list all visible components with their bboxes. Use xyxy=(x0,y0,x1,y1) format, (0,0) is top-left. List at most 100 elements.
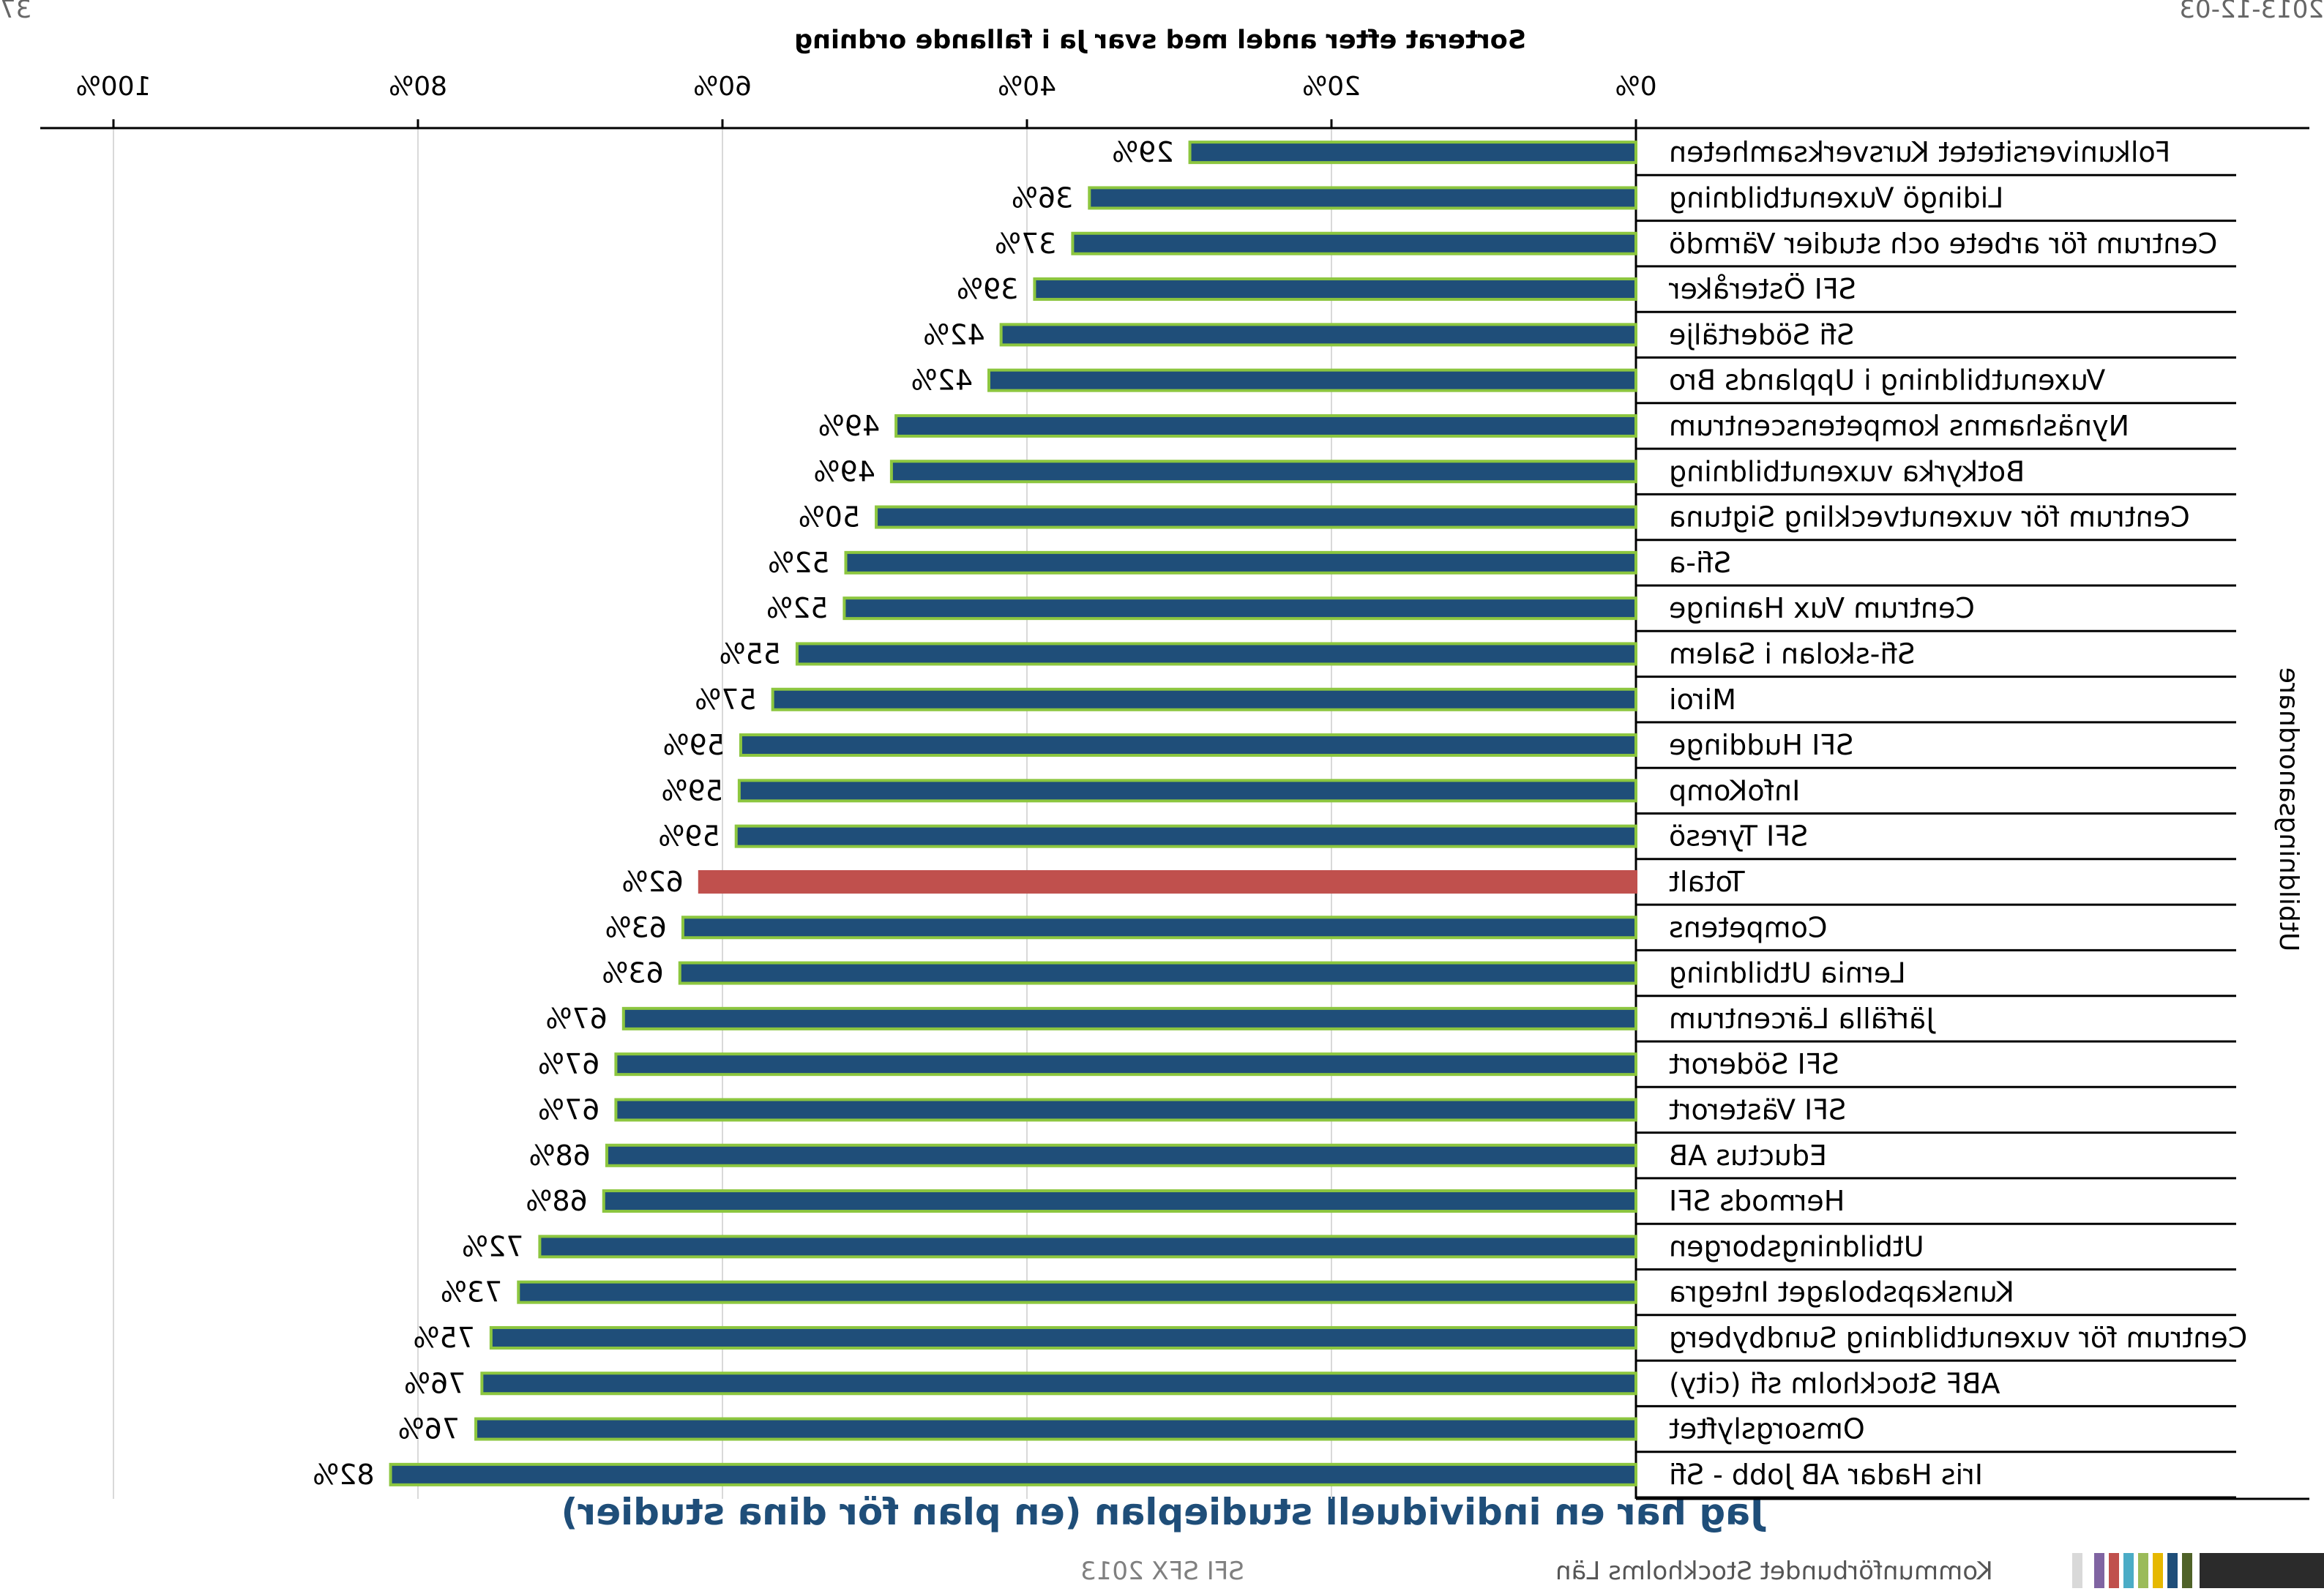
bar xyxy=(678,961,1637,985)
data-label: 50% xyxy=(799,501,860,534)
category-label: Iris Hadar AB Jobb - Sfi xyxy=(1669,1459,1983,1491)
x-tick-label: 80% xyxy=(389,72,447,102)
ksl-logo: Kommunförbundet Stockholms Län xyxy=(1555,1553,2324,1588)
category-label: Nynäshamns kompetenscentrum xyxy=(1669,410,2129,442)
category-label: Centrum för arbete och studier Värmdö xyxy=(1669,228,2217,260)
bar xyxy=(734,824,1637,848)
data-label: 72% xyxy=(462,1230,523,1262)
bar xyxy=(889,460,1637,484)
data-label: 63% xyxy=(602,957,663,989)
page-number: 37 xyxy=(0,0,31,24)
data-label: 59% xyxy=(662,729,724,761)
bar xyxy=(771,687,1637,711)
bar xyxy=(875,505,1637,529)
category-label: Centrum Vux Haninge xyxy=(1669,592,1975,624)
bar xyxy=(614,1052,1637,1077)
bar xyxy=(389,1462,1637,1486)
y-axis-label: Utbildningsanordnare xyxy=(2273,667,2304,951)
bar xyxy=(681,916,1637,940)
category-label: Kunskapsbolaget Integra xyxy=(1669,1276,2014,1309)
chart-subtitle: Sorterat efter andel med svar Ja i falla… xyxy=(794,26,1526,55)
bar xyxy=(1188,141,1637,165)
bar xyxy=(1033,277,1637,302)
data-label: 37% xyxy=(995,228,1056,260)
category-label: Totalt xyxy=(1669,866,1746,898)
category-label: Eductus AB xyxy=(1669,1140,1827,1172)
logo-stripe xyxy=(2094,1553,2104,1588)
category-label: Lernia Utbildning xyxy=(1669,957,1906,989)
data-label: 55% xyxy=(719,637,780,670)
logo-stripe xyxy=(2138,1553,2148,1588)
data-label: 36% xyxy=(1012,182,1073,214)
data-label: 59% xyxy=(658,820,720,853)
category-label: Sfi-a xyxy=(1669,547,1731,579)
category-label: Hermods SFI xyxy=(1669,1185,1845,1217)
logo-stripe xyxy=(2153,1553,2163,1588)
bar xyxy=(474,1417,1637,1441)
bar xyxy=(739,733,1637,757)
category-label: Competens xyxy=(1669,911,1827,943)
data-label: 42% xyxy=(911,364,973,397)
bar xyxy=(605,1143,1637,1167)
data-label: 49% xyxy=(813,455,875,487)
data-label: 68% xyxy=(526,1185,587,1217)
category-label: SFI Tyresö xyxy=(1669,820,1808,853)
data-label: 73% xyxy=(441,1276,502,1309)
bar xyxy=(844,550,1637,575)
bar xyxy=(737,779,1637,803)
x-tick-label: 0% xyxy=(1615,72,1656,102)
bar xyxy=(987,368,1637,392)
bar xyxy=(480,1372,1637,1396)
data-label: 29% xyxy=(1112,136,1173,168)
logo-stripe xyxy=(2167,1553,2178,1588)
data-label: 75% xyxy=(413,1322,474,1354)
bar xyxy=(1071,231,1637,255)
category-label: Vuxenutbildning i Upplands Bro xyxy=(1669,364,2105,397)
bar xyxy=(602,1189,1637,1213)
data-label: 76% xyxy=(404,1367,466,1399)
category-label: Utbildningsborgen xyxy=(1669,1230,1924,1262)
data-label: 67% xyxy=(538,1048,599,1080)
bar-total xyxy=(698,869,1637,894)
footer-text: SFI SFX 2013 xyxy=(1080,1557,1244,1586)
page-date: 2013-12-03 xyxy=(2179,0,2324,24)
logo-divider xyxy=(2072,1553,2082,1588)
x-tick-label: 20% xyxy=(1302,72,1361,102)
data-label: 39% xyxy=(957,273,1018,305)
category-label: Omsorgslyftet xyxy=(1669,1413,1865,1445)
bar xyxy=(538,1235,1637,1259)
data-label: 76% xyxy=(398,1413,460,1445)
data-label: 59% xyxy=(661,774,722,807)
category-label: SFI Huddinge xyxy=(1669,729,1853,761)
category-label: Sfi-skolan i Salem xyxy=(1669,637,1915,670)
bar xyxy=(842,596,1637,621)
x-tick-label: 60% xyxy=(693,72,752,102)
data-label: 57% xyxy=(695,684,756,716)
logo-stripe xyxy=(2182,1553,2192,1588)
category-label: Järfälla Lärcentrum xyxy=(1669,1003,1935,1035)
data-label: 52% xyxy=(768,547,829,579)
data-label: 82% xyxy=(313,1459,374,1491)
data-label: 67% xyxy=(545,1003,607,1035)
data-label: 67% xyxy=(538,1093,599,1126)
category-label: SFI Österåker xyxy=(1669,273,1856,305)
bar xyxy=(795,642,1637,666)
x-tick-label: 40% xyxy=(998,72,1056,102)
category-label: Folkuniversitetet Kursverksamheten xyxy=(1669,136,2170,168)
logo-stripe xyxy=(2123,1553,2134,1588)
data-label: 68% xyxy=(528,1140,590,1172)
category-label: Botkyrka vuxenutbildning xyxy=(1669,455,2025,487)
x-tick-label: 100% xyxy=(76,72,152,102)
logo-text: Kommunförbundet Stockholms Län xyxy=(1555,1557,1993,1586)
category-label: Lidingö Vuxenutbildning xyxy=(1669,182,2003,214)
category-label: Centrum för vuxenutveckling Sigtuna xyxy=(1669,501,2190,534)
data-label: 62% xyxy=(621,866,683,898)
data-label: 42% xyxy=(923,318,984,351)
bar xyxy=(489,1325,1637,1350)
category-label: InfoKomp xyxy=(1669,774,1800,807)
chart-title: Jag har en individuell studieplan (en pl… xyxy=(561,1491,1766,1533)
bar xyxy=(614,1098,1637,1122)
category-label: SFI Västerort xyxy=(1669,1093,1846,1126)
